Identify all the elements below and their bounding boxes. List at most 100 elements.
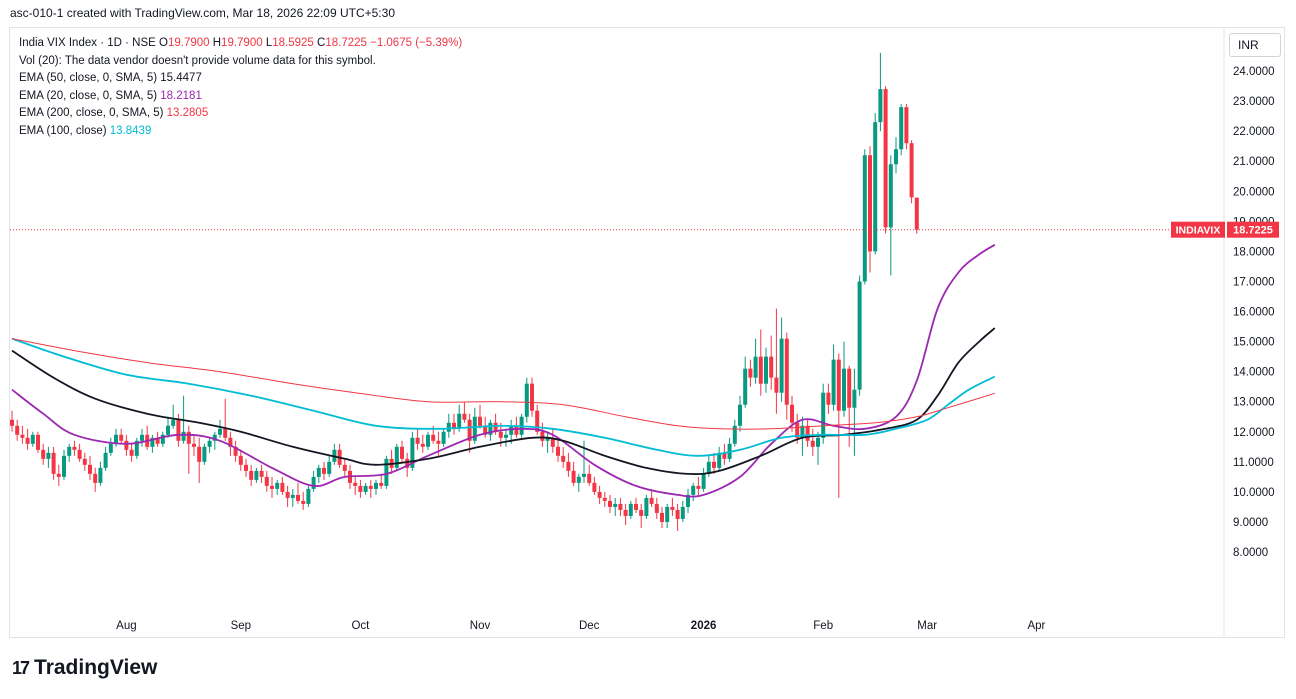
candle bbox=[306, 485, 311, 507]
candle-body bbox=[628, 503, 633, 516]
indicator-ema20[interactable]: EMA (20, close, 0, SMA, 5) 18.2181 bbox=[19, 88, 462, 106]
candle bbox=[717, 446, 722, 471]
candle bbox=[301, 491, 306, 510]
candle bbox=[899, 104, 904, 156]
candle-body bbox=[691, 485, 696, 495]
candle-body bbox=[441, 431, 446, 444]
symbol-label[interactable]: India VIX Index · 1D · NSE bbox=[19, 37, 156, 49]
ema-line bbox=[11, 337, 996, 457]
candle-body bbox=[249, 470, 254, 480]
candle-body bbox=[254, 470, 259, 480]
candle-body bbox=[805, 425, 810, 441]
price-tick-label: 15.0000 bbox=[1233, 337, 1275, 349]
candle bbox=[623, 503, 628, 525]
candle-body bbox=[233, 446, 238, 456]
currency-selector[interactable]: INR bbox=[1229, 33, 1281, 57]
candle-body bbox=[218, 428, 222, 435]
candle-body bbox=[498, 431, 503, 438]
candle bbox=[873, 113, 878, 255]
candle bbox=[644, 494, 649, 519]
symbol-tag-bg bbox=[1171, 221, 1225, 238]
candle bbox=[51, 446, 56, 480]
candle bbox=[748, 359, 753, 387]
candle-body bbox=[228, 437, 233, 447]
candle-body bbox=[322, 467, 326, 474]
candle bbox=[327, 455, 332, 477]
candle-body bbox=[15, 425, 20, 435]
candle bbox=[649, 488, 654, 507]
candle-body bbox=[670, 506, 675, 510]
volume-note[interactable]: Vol (20): The data vendor doesn't provid… bbox=[19, 54, 376, 67]
candle bbox=[514, 416, 519, 438]
candle-body bbox=[415, 437, 420, 444]
candle bbox=[186, 425, 191, 474]
indicator-value: 13.2805 bbox=[166, 107, 209, 119]
candle bbox=[311, 470, 316, 492]
candle-body bbox=[379, 482, 384, 486]
candle-body bbox=[654, 503, 659, 513]
candle bbox=[914, 197, 919, 234]
price-tick-label: 12.0000 bbox=[1233, 427, 1275, 439]
indicator-label: EMA (100, close) bbox=[19, 124, 107, 137]
candle bbox=[691, 482, 696, 501]
candle bbox=[62, 449, 66, 480]
candle bbox=[108, 437, 113, 456]
candle-body bbox=[358, 485, 363, 492]
time-axis[interactable]: Aug Sep Oct Nov Dec 2026 Feb Mar Apr bbox=[116, 620, 1045, 632]
candle bbox=[212, 431, 217, 450]
candle-body bbox=[535, 410, 540, 432]
candle-body bbox=[493, 422, 498, 432]
candle-body bbox=[587, 473, 592, 483]
candle bbox=[77, 443, 82, 462]
ema-line bbox=[11, 338, 995, 430]
candle bbox=[680, 500, 685, 522]
candle bbox=[238, 449, 243, 471]
candle bbox=[831, 344, 836, 411]
candle-body bbox=[197, 446, 202, 462]
candle bbox=[784, 332, 789, 420]
candle bbox=[488, 419, 493, 441]
candle bbox=[342, 458, 347, 477]
candle-body bbox=[530, 383, 534, 411]
candle-body bbox=[883, 89, 888, 228]
candle-body bbox=[618, 503, 623, 510]
candle-body bbox=[826, 392, 831, 405]
candle-body bbox=[784, 338, 789, 405]
candle-body bbox=[166, 425, 170, 435]
time-tick-label: Sep bbox=[231, 620, 251, 632]
candle bbox=[634, 497, 638, 513]
candle-body bbox=[634, 503, 638, 510]
candle-body bbox=[488, 422, 493, 435]
candle-body bbox=[410, 437, 415, 468]
tradingview-logo[interactable]: 17 TradingView bbox=[12, 656, 157, 680]
candle-body bbox=[571, 470, 576, 483]
candle-body bbox=[374, 482, 378, 489]
candle-body bbox=[582, 473, 586, 477]
candle-body bbox=[816, 437, 820, 447]
candle-body bbox=[566, 461, 571, 471]
candle bbox=[628, 500, 633, 519]
price-tick-label: 14.0000 bbox=[1233, 367, 1275, 379]
candle bbox=[753, 338, 758, 384]
indicator-ema100[interactable]: EMA (100, close) 13.8439 bbox=[19, 123, 462, 141]
candle bbox=[467, 413, 472, 453]
candle-body bbox=[738, 404, 742, 426]
candle bbox=[566, 452, 571, 477]
indicator-ema200[interactable]: EMA (200, close, 0, SMA, 5) 13.2805 bbox=[19, 105, 462, 123]
candle bbox=[160, 431, 165, 447]
high-label: H bbox=[212, 37, 222, 49]
price-tick-label: 16.0000 bbox=[1233, 307, 1275, 319]
candle-body bbox=[114, 434, 118, 444]
candle-body bbox=[457, 413, 462, 429]
candle bbox=[223, 398, 228, 441]
indicator-ema50[interactable]: EMA (50, close, 0, SMA, 5) 15.4477 bbox=[19, 70, 462, 88]
candle-body bbox=[550, 437, 555, 447]
candle bbox=[654, 497, 659, 519]
candle bbox=[124, 434, 129, 456]
price-axis[interactable]: 8.0000 9.0000 10.0000 11.0000 12.0000 13.0000… bbox=[1233, 36, 1275, 559]
candle bbox=[597, 485, 602, 504]
candle bbox=[56, 464, 61, 486]
candle bbox=[524, 377, 529, 423]
candle bbox=[530, 377, 534, 417]
